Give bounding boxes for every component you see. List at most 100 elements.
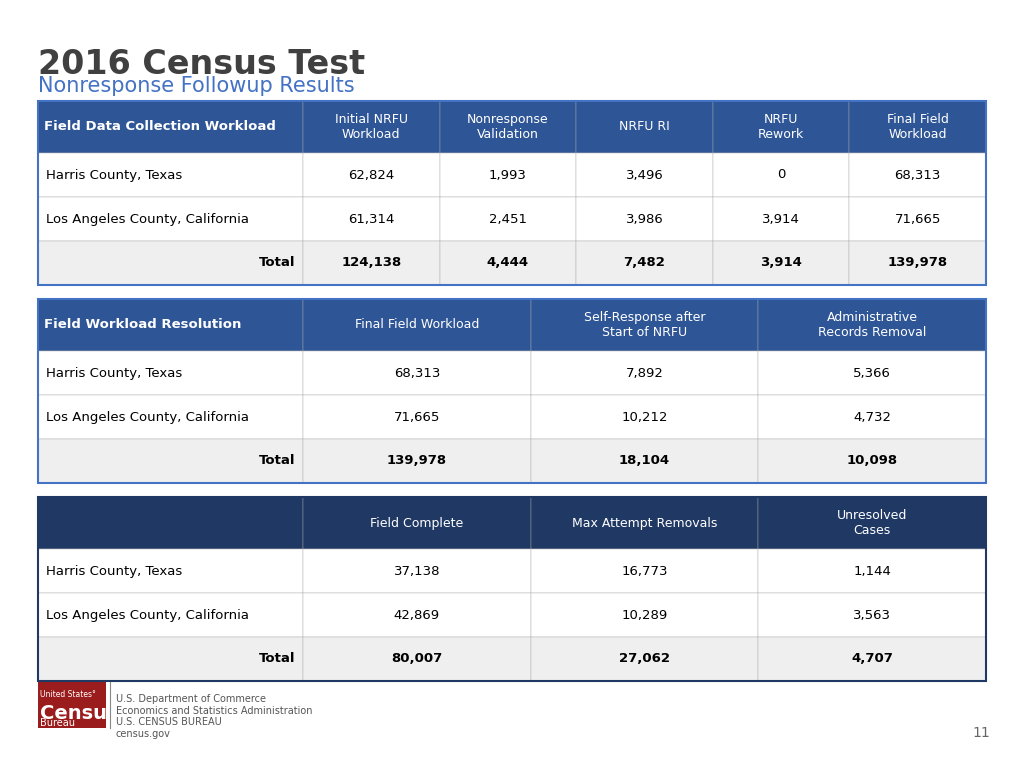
Text: Self-Response after
Start of NRFU: Self-Response after Start of NRFU xyxy=(584,311,706,339)
Text: 71,665: 71,665 xyxy=(393,411,440,423)
Text: 3,986: 3,986 xyxy=(626,213,664,226)
Text: 7,892: 7,892 xyxy=(626,366,664,379)
Text: 42,869: 42,869 xyxy=(394,608,440,621)
Bar xyxy=(38,549,303,593)
Text: 11: 11 xyxy=(972,726,990,740)
Text: NRFU
Rework: NRFU Rework xyxy=(758,113,804,141)
Bar xyxy=(530,299,759,351)
Bar xyxy=(439,153,577,197)
Text: United States°: United States° xyxy=(40,690,96,699)
Text: Field Complete: Field Complete xyxy=(371,517,464,529)
Text: 3,914: 3,914 xyxy=(762,213,800,226)
Bar xyxy=(38,439,303,483)
Bar xyxy=(303,593,530,637)
Text: 4,444: 4,444 xyxy=(486,257,529,270)
Text: 62,824: 62,824 xyxy=(348,168,394,181)
Text: Los Angeles County, California: Los Angeles County, California xyxy=(46,608,249,621)
Text: 4,707: 4,707 xyxy=(851,653,893,666)
Bar xyxy=(439,101,577,153)
Bar xyxy=(38,153,303,197)
Bar xyxy=(303,439,530,483)
Text: 71,665: 71,665 xyxy=(895,213,941,226)
Text: Field Workload Resolution: Field Workload Resolution xyxy=(44,319,242,332)
Text: 37,138: 37,138 xyxy=(393,564,440,578)
Text: 1,993: 1,993 xyxy=(489,168,526,181)
Bar xyxy=(577,153,713,197)
Text: 10,212: 10,212 xyxy=(622,411,668,423)
Text: Harris County, Texas: Harris County, Texas xyxy=(46,564,182,578)
Text: 68,313: 68,313 xyxy=(393,366,440,379)
Bar xyxy=(38,299,303,351)
Text: Los Angeles County, California: Los Angeles County, California xyxy=(46,411,249,423)
Text: 0: 0 xyxy=(777,168,785,181)
Bar xyxy=(303,153,439,197)
Bar xyxy=(38,682,106,728)
Text: Field Data Collection Workload: Field Data Collection Workload xyxy=(44,121,275,134)
Bar xyxy=(713,153,849,197)
Text: 124,138: 124,138 xyxy=(341,257,401,270)
Bar xyxy=(303,101,439,153)
Text: Final Field Workload: Final Field Workload xyxy=(354,319,479,332)
Text: 10,289: 10,289 xyxy=(622,608,668,621)
Text: 1,144: 1,144 xyxy=(853,564,891,578)
Text: 3,496: 3,496 xyxy=(626,168,664,181)
Bar xyxy=(849,241,986,285)
Bar xyxy=(577,197,713,241)
Bar xyxy=(38,637,303,681)
Bar xyxy=(577,101,713,153)
Bar xyxy=(759,497,986,549)
Text: Bureau: Bureau xyxy=(40,718,75,728)
Bar xyxy=(303,299,530,351)
Bar xyxy=(38,299,986,483)
Text: 2,451: 2,451 xyxy=(488,213,527,226)
Bar xyxy=(530,395,759,439)
Bar xyxy=(849,101,986,153)
Bar xyxy=(759,637,986,681)
Text: 4,732: 4,732 xyxy=(853,411,891,423)
Text: 2016 Census Test: 2016 Census Test xyxy=(38,48,366,81)
Text: Harris County, Texas: Harris County, Texas xyxy=(46,168,182,181)
Bar xyxy=(530,637,759,681)
Text: NRFU RI: NRFU RI xyxy=(620,121,670,134)
Text: 68,313: 68,313 xyxy=(895,168,941,181)
Bar xyxy=(303,549,530,593)
Text: 61,314: 61,314 xyxy=(348,213,394,226)
Text: Nonresponse Followup Results: Nonresponse Followup Results xyxy=(38,76,354,96)
Text: Unresolved
Cases: Unresolved Cases xyxy=(837,509,907,537)
Bar xyxy=(849,153,986,197)
Bar xyxy=(38,497,986,681)
Bar xyxy=(303,637,530,681)
Bar xyxy=(439,241,577,285)
Bar xyxy=(530,439,759,483)
Bar xyxy=(849,197,986,241)
Bar xyxy=(759,351,986,395)
Bar xyxy=(713,197,849,241)
Bar xyxy=(38,101,303,153)
Text: Final Field
Workload: Final Field Workload xyxy=(887,113,948,141)
Bar xyxy=(38,241,303,285)
Bar xyxy=(303,241,439,285)
Text: 5,366: 5,366 xyxy=(853,366,891,379)
Text: Nonresponse
Validation: Nonresponse Validation xyxy=(467,113,549,141)
Bar xyxy=(439,197,577,241)
Bar xyxy=(759,593,986,637)
Bar xyxy=(530,351,759,395)
Text: Max Attempt Removals: Max Attempt Removals xyxy=(571,517,717,529)
Bar xyxy=(530,549,759,593)
Text: Initial NRFU
Workload: Initial NRFU Workload xyxy=(335,113,408,141)
Bar xyxy=(303,197,439,241)
Bar xyxy=(530,497,759,549)
Bar xyxy=(303,351,530,395)
Text: Total: Total xyxy=(258,653,295,666)
Bar xyxy=(530,593,759,637)
Bar xyxy=(759,395,986,439)
Text: 10,098: 10,098 xyxy=(847,455,898,468)
Bar xyxy=(38,395,303,439)
Text: 80,007: 80,007 xyxy=(391,653,442,666)
Text: Total: Total xyxy=(258,455,295,468)
Text: 3,563: 3,563 xyxy=(853,608,891,621)
Text: 18,104: 18,104 xyxy=(618,455,670,468)
Bar xyxy=(713,241,849,285)
Text: Los Angeles County, California: Los Angeles County, California xyxy=(46,213,249,226)
Bar xyxy=(713,101,849,153)
